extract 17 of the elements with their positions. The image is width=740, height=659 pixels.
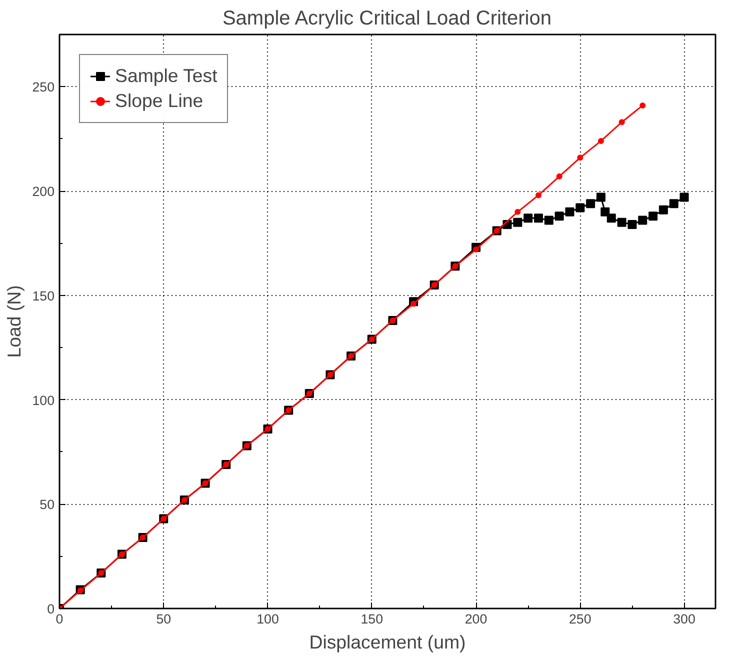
y-tick-label: 150 xyxy=(32,288,55,304)
y-axis-title: Load (N) xyxy=(3,285,24,358)
x-tick-label: 100 xyxy=(256,612,279,626)
y-tick-label: 50 xyxy=(40,497,55,512)
x-tick-label: 200 xyxy=(464,612,488,626)
legend-label: Slope Line xyxy=(115,90,204,112)
y-tick-label: 100 xyxy=(32,392,55,408)
y-tick-label: 250 xyxy=(32,80,55,95)
x-tick-label: 150 xyxy=(360,612,384,626)
legend-label: Sample Test xyxy=(115,65,218,87)
x-tick-label: 300 xyxy=(673,612,696,626)
x-tick-label: 250 xyxy=(569,612,592,626)
y-tick-label: 200 xyxy=(32,184,55,200)
y-tick-label: 0 xyxy=(47,602,55,616)
chart-title: Sample Acrylic Critical Load Criterion xyxy=(222,8,552,30)
x-tick-label: 50 xyxy=(156,612,172,626)
x-axis-title: Displacement (um) xyxy=(309,632,466,652)
